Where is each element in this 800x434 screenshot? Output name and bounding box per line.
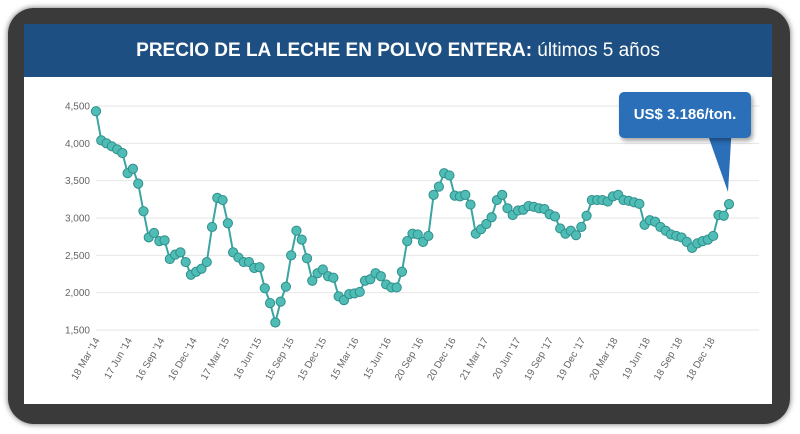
data-point xyxy=(391,282,402,293)
data-point xyxy=(133,178,144,189)
data-point xyxy=(375,271,386,282)
x-tick-label: 21 Mar '17 xyxy=(458,336,491,383)
data-point xyxy=(138,206,149,217)
y-tick-label: 2,000 xyxy=(65,288,90,299)
data-point xyxy=(206,221,218,233)
x-tick-label: 17 Jun '14 xyxy=(103,336,136,382)
data-point xyxy=(90,106,102,117)
data-point xyxy=(175,247,186,258)
grid-lines xyxy=(96,105,759,331)
data-point xyxy=(460,189,471,200)
data-point xyxy=(634,198,645,209)
x-tick-label: 15 Jun '16 xyxy=(362,336,395,382)
x-tick-label: 20 Dec '16 xyxy=(425,336,458,383)
data-point xyxy=(423,230,434,242)
y-tick-label: 2,500 xyxy=(65,251,90,262)
data-point xyxy=(286,250,297,261)
x-tick-label: 16 Sep '14 xyxy=(134,336,167,383)
data-point xyxy=(465,199,476,210)
data-point xyxy=(254,262,265,273)
data-point xyxy=(264,298,276,309)
data-point xyxy=(127,163,139,174)
series-markers xyxy=(90,106,735,328)
data-point xyxy=(222,218,233,229)
x-tick-label: 20 Mar '18 xyxy=(588,336,621,383)
chart-card: PRECIO DE LA LECHE EN POLVO ENTERA: últi… xyxy=(24,24,772,404)
data-point xyxy=(159,235,170,246)
data-point xyxy=(275,296,286,307)
data-point xyxy=(718,210,729,221)
slide-frame: PRECIO DE LA LECHE EN POLVO ENTERA: últi… xyxy=(8,8,790,424)
x-tick-label: 17 Mar '15 xyxy=(199,336,232,383)
data-point xyxy=(296,234,307,245)
callout-pointer xyxy=(704,124,732,192)
x-tick-label: 16 Dec '14 xyxy=(166,336,199,383)
data-point xyxy=(148,227,160,239)
chart-title-bold: PRECIO DE LA LECHE EN POLVO ENTERA: xyxy=(136,40,533,61)
data-point xyxy=(396,266,408,277)
x-tick-label: 15 Mar '16 xyxy=(329,336,362,383)
x-tick-label: 19 Jun '18 xyxy=(621,336,654,382)
data-point xyxy=(317,264,328,275)
data-point xyxy=(428,189,439,200)
data-point xyxy=(502,203,513,214)
chart-header: PRECIO DE LA LECHE EN POLVO ENTERA: últi… xyxy=(24,24,772,77)
x-tick-label: 18 Sep '18 xyxy=(652,336,685,383)
data-point xyxy=(444,170,455,181)
data-point xyxy=(481,218,492,230)
x-tick-label: 20 Sep '16 xyxy=(393,336,426,383)
data-point xyxy=(328,272,339,283)
data-point xyxy=(259,283,270,294)
data-point xyxy=(307,275,318,286)
y-tick-label: 4,500 xyxy=(65,102,90,113)
data-point xyxy=(549,211,561,222)
data-point xyxy=(291,225,302,236)
x-tick-label: 18 Mar '14 xyxy=(70,336,103,383)
x-tick-label: 15 Sep '15 xyxy=(264,336,297,383)
data-point xyxy=(301,253,313,264)
y-axis-ticks: 1,500 2,000 2,500 3,000 3,500 4,000 4,500 xyxy=(65,102,90,337)
y-tick-label: 1,500 xyxy=(65,326,90,337)
data-point xyxy=(723,199,735,210)
data-point xyxy=(117,147,128,159)
data-point xyxy=(354,286,365,298)
price-callout: US$ 3.186/ton. xyxy=(619,92,751,138)
data-point xyxy=(196,263,207,274)
data-point xyxy=(486,212,497,223)
line-chart: 1,500 2,000 2,500 3,000 3,500 4,000 4,500 18 M… xyxy=(65,102,759,383)
x-tick-label: 18 Dec '18 xyxy=(685,336,718,383)
x-tick-label: 19 Dec '17 xyxy=(555,336,588,383)
x-tick-label: 20 Jun '17 xyxy=(491,336,524,382)
x-tick-label: 19 Sep '17 xyxy=(523,336,556,383)
data-point xyxy=(433,181,444,192)
data-point xyxy=(201,256,212,268)
data-point xyxy=(217,194,228,206)
data-point xyxy=(581,210,592,221)
y-tick-label: 3,000 xyxy=(65,214,90,225)
y-tick-label: 4,000 xyxy=(65,139,90,150)
x-tick-label: 16 Jun '15 xyxy=(232,336,265,382)
x-tick-label: 15 Dec '15 xyxy=(296,336,329,383)
data-point xyxy=(570,230,582,241)
data-point xyxy=(270,317,281,328)
data-point xyxy=(497,189,508,200)
data-point xyxy=(280,281,291,292)
chart-title-rest: últimos 5 años xyxy=(532,40,660,61)
data-point xyxy=(708,230,719,242)
data-point xyxy=(180,256,191,268)
data-point xyxy=(576,221,587,233)
y-tick-label: 3,500 xyxy=(65,176,90,187)
data-point xyxy=(412,229,423,240)
x-axis-ticks: 18 Mar '14 17 Jun '14 16 Sep '14 16 Dec '14… xyxy=(70,336,718,383)
data-point xyxy=(402,236,413,247)
